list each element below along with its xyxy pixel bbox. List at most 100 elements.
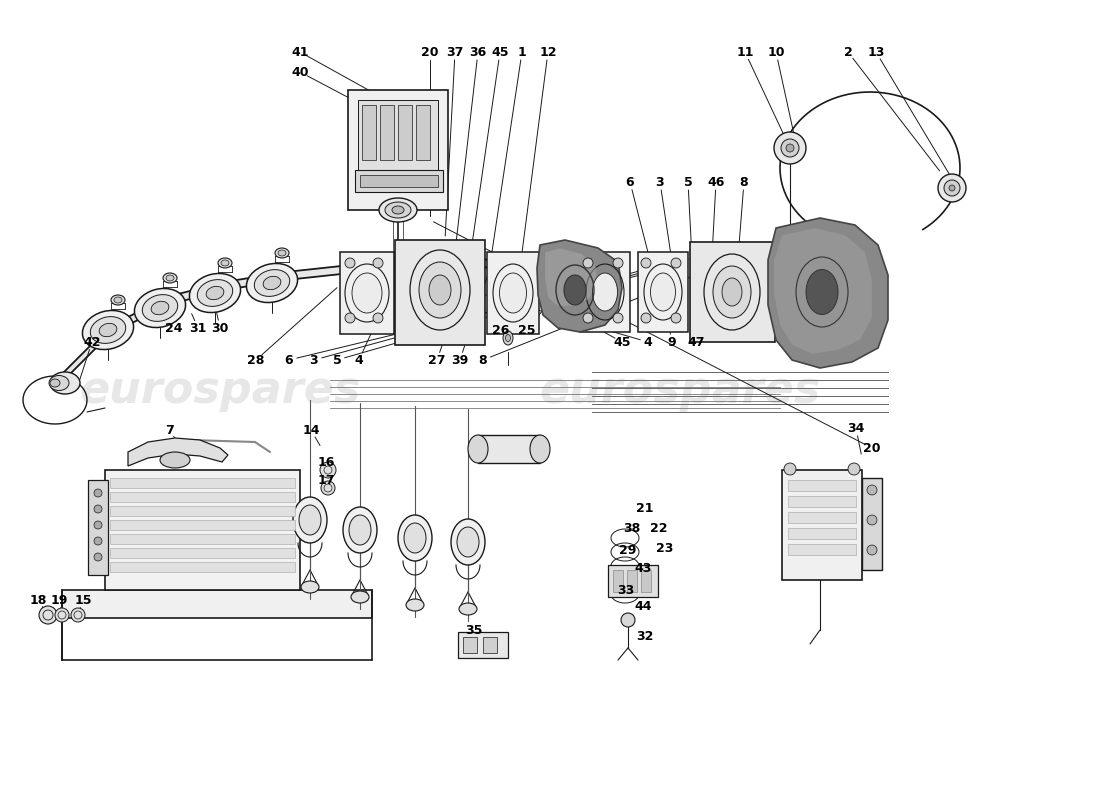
Text: 6: 6 <box>626 175 635 189</box>
Text: 13: 13 <box>867 46 884 58</box>
Ellipse shape <box>593 273 617 311</box>
Ellipse shape <box>206 286 224 300</box>
Bar <box>690 242 776 342</box>
Ellipse shape <box>197 280 233 306</box>
Text: 20: 20 <box>421 46 439 58</box>
Text: 16: 16 <box>317 455 334 469</box>
Ellipse shape <box>134 289 186 327</box>
Circle shape <box>94 505 102 513</box>
Bar <box>398 105 412 160</box>
Ellipse shape <box>293 497 327 543</box>
Circle shape <box>671 258 681 268</box>
Polygon shape <box>544 248 598 306</box>
Ellipse shape <box>99 323 117 337</box>
Text: 33: 33 <box>617 583 635 597</box>
Ellipse shape <box>246 263 298 302</box>
Ellipse shape <box>352 273 382 313</box>
Text: 7: 7 <box>165 423 174 437</box>
Circle shape <box>641 258 651 268</box>
Bar <box>88 480 108 575</box>
Circle shape <box>94 489 102 497</box>
Text: 3: 3 <box>310 354 318 366</box>
Bar <box>348 90 448 210</box>
Circle shape <box>94 553 102 561</box>
Ellipse shape <box>506 334 510 342</box>
Text: 45: 45 <box>492 46 508 58</box>
Text: 24: 24 <box>165 322 183 334</box>
Circle shape <box>94 537 102 545</box>
Bar <box>358 100 438 170</box>
Text: 18: 18 <box>30 594 46 606</box>
Circle shape <box>373 258 383 268</box>
Text: 46: 46 <box>707 175 725 189</box>
Text: 15: 15 <box>75 594 91 606</box>
Ellipse shape <box>163 273 177 283</box>
Bar <box>788 544 856 555</box>
Text: 6: 6 <box>285 354 294 366</box>
Circle shape <box>613 313 623 323</box>
Text: 43: 43 <box>635 562 651 574</box>
Ellipse shape <box>254 270 289 296</box>
Ellipse shape <box>650 273 675 311</box>
Ellipse shape <box>713 266 751 318</box>
Ellipse shape <box>114 297 122 303</box>
Ellipse shape <box>419 262 461 318</box>
Ellipse shape <box>503 331 513 345</box>
Text: 17: 17 <box>317 474 334 486</box>
Bar <box>463 637 477 653</box>
Circle shape <box>345 258 355 268</box>
Text: 4: 4 <box>644 335 652 349</box>
Bar <box>641 570 651 592</box>
Text: 29: 29 <box>619 543 637 557</box>
Ellipse shape <box>379 198 417 222</box>
Ellipse shape <box>351 591 369 603</box>
Circle shape <box>583 313 593 323</box>
Ellipse shape <box>301 581 319 593</box>
Bar <box>608 565 658 597</box>
Circle shape <box>867 485 877 495</box>
Ellipse shape <box>90 317 125 343</box>
Ellipse shape <box>429 275 451 305</box>
Text: 32: 32 <box>636 630 653 642</box>
Bar <box>110 548 295 558</box>
Text: 5: 5 <box>332 354 341 366</box>
Text: 23: 23 <box>657 542 673 554</box>
Circle shape <box>39 606 57 624</box>
Text: 42: 42 <box>84 335 101 349</box>
Ellipse shape <box>806 270 838 314</box>
Text: 9: 9 <box>668 335 676 349</box>
Text: 21: 21 <box>636 502 653 514</box>
Ellipse shape <box>218 258 232 268</box>
Text: 39: 39 <box>451 354 469 366</box>
Text: 10: 10 <box>768 46 784 58</box>
Circle shape <box>938 174 966 202</box>
Text: 8: 8 <box>739 175 748 189</box>
Circle shape <box>373 313 383 323</box>
Text: 5: 5 <box>683 175 692 189</box>
Ellipse shape <box>451 519 485 565</box>
Ellipse shape <box>564 275 586 305</box>
Text: 12: 12 <box>539 46 557 58</box>
Circle shape <box>949 185 955 191</box>
Bar <box>613 570 623 592</box>
Text: 22: 22 <box>650 522 668 534</box>
Text: 35: 35 <box>465 623 483 637</box>
Bar <box>478 435 540 463</box>
Ellipse shape <box>166 275 174 281</box>
Circle shape <box>320 462 336 478</box>
Text: 25: 25 <box>518 323 536 337</box>
Polygon shape <box>774 228 872 354</box>
Ellipse shape <box>275 248 289 258</box>
Bar <box>110 534 295 544</box>
Ellipse shape <box>160 452 190 468</box>
Ellipse shape <box>392 206 404 214</box>
Text: 3: 3 <box>656 175 664 189</box>
Bar <box>104 470 300 590</box>
Polygon shape <box>537 240 621 332</box>
Bar <box>355 170 443 192</box>
Text: 2: 2 <box>844 46 852 58</box>
Ellipse shape <box>456 527 478 557</box>
Bar <box>627 570 637 592</box>
Bar <box>862 478 882 570</box>
Text: 44: 44 <box>635 599 651 613</box>
